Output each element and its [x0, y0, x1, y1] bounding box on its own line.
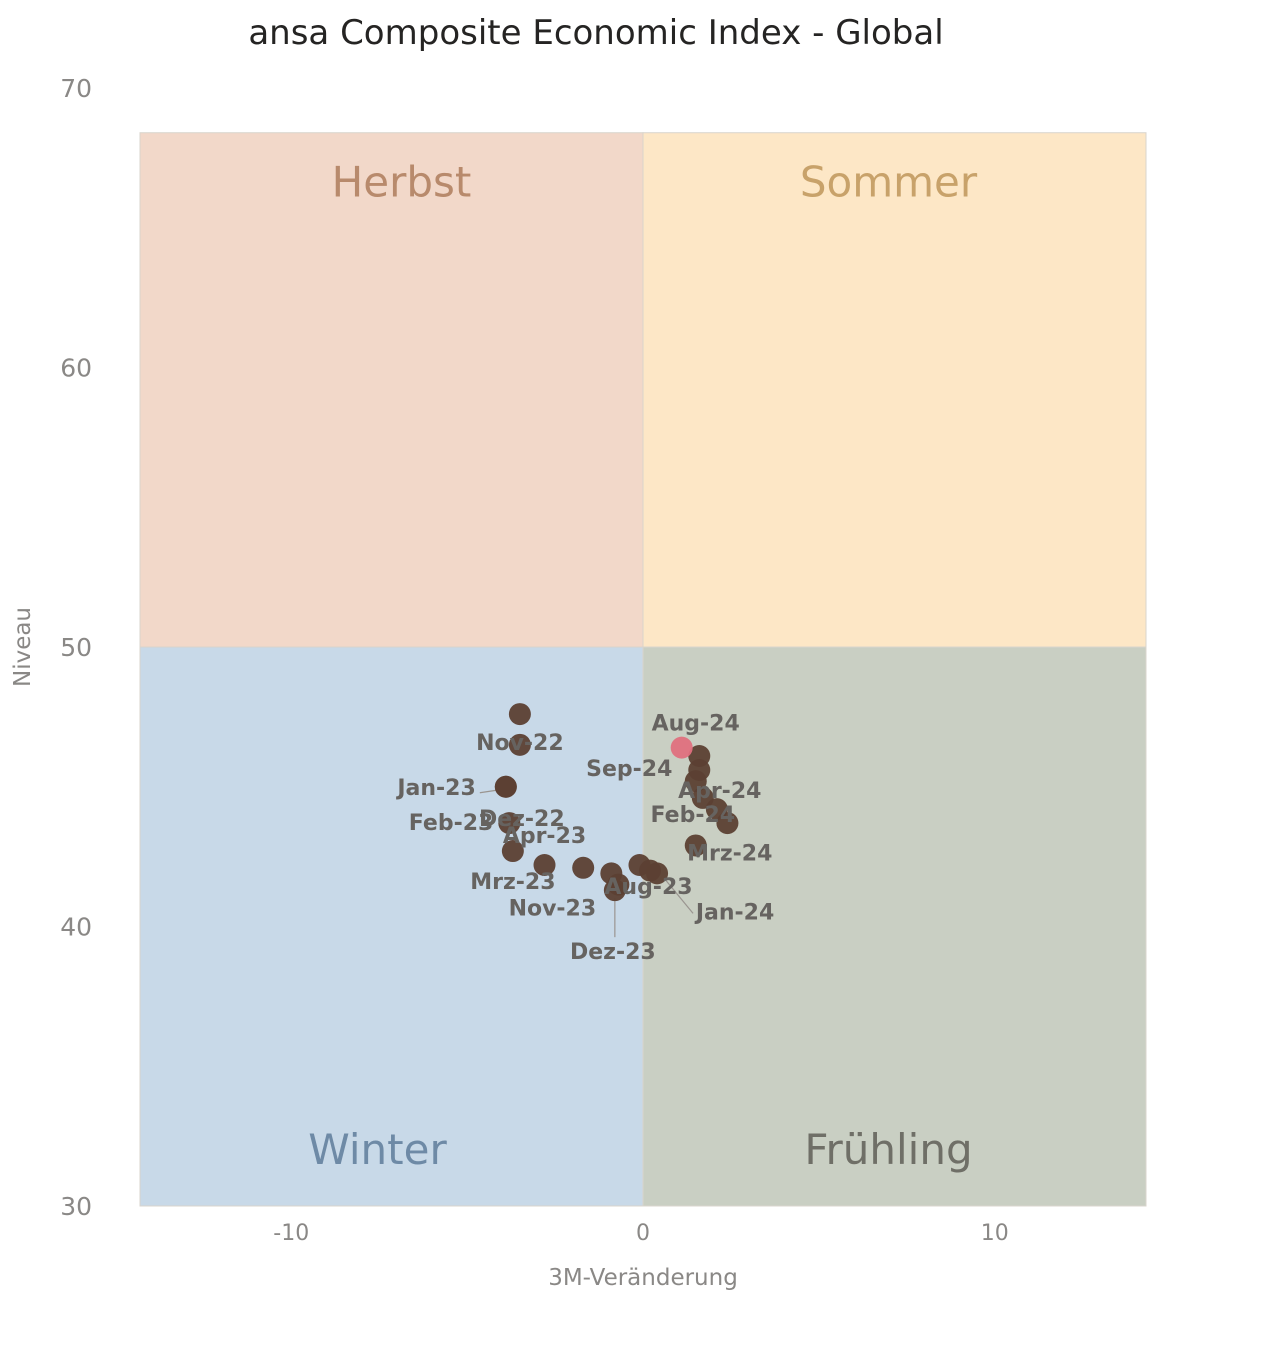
x-tick-label: 10: [981, 1221, 1009, 1246]
quadrant-1: [642, 132, 1147, 648]
data-point: [533, 854, 556, 877]
point-label: Aug-23: [604, 875, 692, 900]
data-points: [494, 703, 739, 902]
chart-title: ansa Composite Economic Index - Global: [248, 13, 943, 53]
data-point: [603, 879, 626, 902]
data-point: [501, 840, 524, 863]
data-point: [646, 862, 669, 885]
point-label: Sep-24: [586, 757, 672, 782]
point-label: Nov-22: [476, 731, 564, 756]
y-axis-ticks: 30 40 50 60 70: [60, 74, 92, 1221]
point-label: Feb-23: [409, 811, 494, 836]
data-point: [716, 812, 739, 835]
quadrant-0: [139, 132, 644, 648]
point-label: Nov-23: [509, 897, 597, 922]
y-tick-label: 60: [60, 354, 92, 383]
point-label: Jan-23: [395, 776, 475, 801]
quadrant-label-2: Winter: [308, 1125, 447, 1174]
y-tick-label: 50: [60, 633, 92, 662]
point-label: Apr-24: [678, 779, 761, 804]
quadrant-2: [139, 646, 644, 1207]
data-point: [508, 733, 531, 756]
data-point: [494, 775, 517, 798]
point-label: Mrz-24: [687, 841, 772, 866]
point-label: Aug-24: [652, 712, 740, 737]
quadrant-label-0: Herbst: [332, 158, 472, 207]
point-label: Jan-24: [694, 900, 774, 925]
point-label: Apr-23: [503, 824, 586, 849]
data-point: [508, 703, 531, 726]
quadrant-backgrounds: [139, 132, 1147, 1207]
label-leader: [664, 879, 694, 914]
quadrant-label-1: Sommer: [800, 158, 978, 207]
y-axis-label: Niveau: [10, 607, 36, 687]
x-tick-label: -10: [273, 1221, 309, 1246]
x-tick-label: 0: [636, 1221, 650, 1246]
y-tick-label: 70: [60, 74, 92, 103]
data-point: [498, 812, 521, 835]
point-label: Dez-22: [479, 807, 565, 832]
x-axis-label: 3M-Veränderung: [548, 1265, 738, 1291]
quadrant-label-3: Frühling: [804, 1125, 972, 1174]
quadrant-3: [642, 646, 1147, 1207]
data-point-highlight: [670, 736, 693, 759]
data-point: [684, 834, 707, 857]
point-label: Feb-24: [651, 803, 736, 828]
point-label: Mrz-23: [470, 870, 555, 895]
data-point: [572, 856, 595, 879]
data-point: [688, 745, 711, 768]
y-tick-label: 40: [60, 913, 92, 942]
x-axis-ticks: -10 0 10: [273, 1221, 1008, 1246]
y-tick-label: 30: [60, 1192, 92, 1221]
quadrant-labels: Herbst Sommer Winter Frühling: [308, 158, 978, 1174]
point-label: Dez-23: [570, 940, 656, 965]
